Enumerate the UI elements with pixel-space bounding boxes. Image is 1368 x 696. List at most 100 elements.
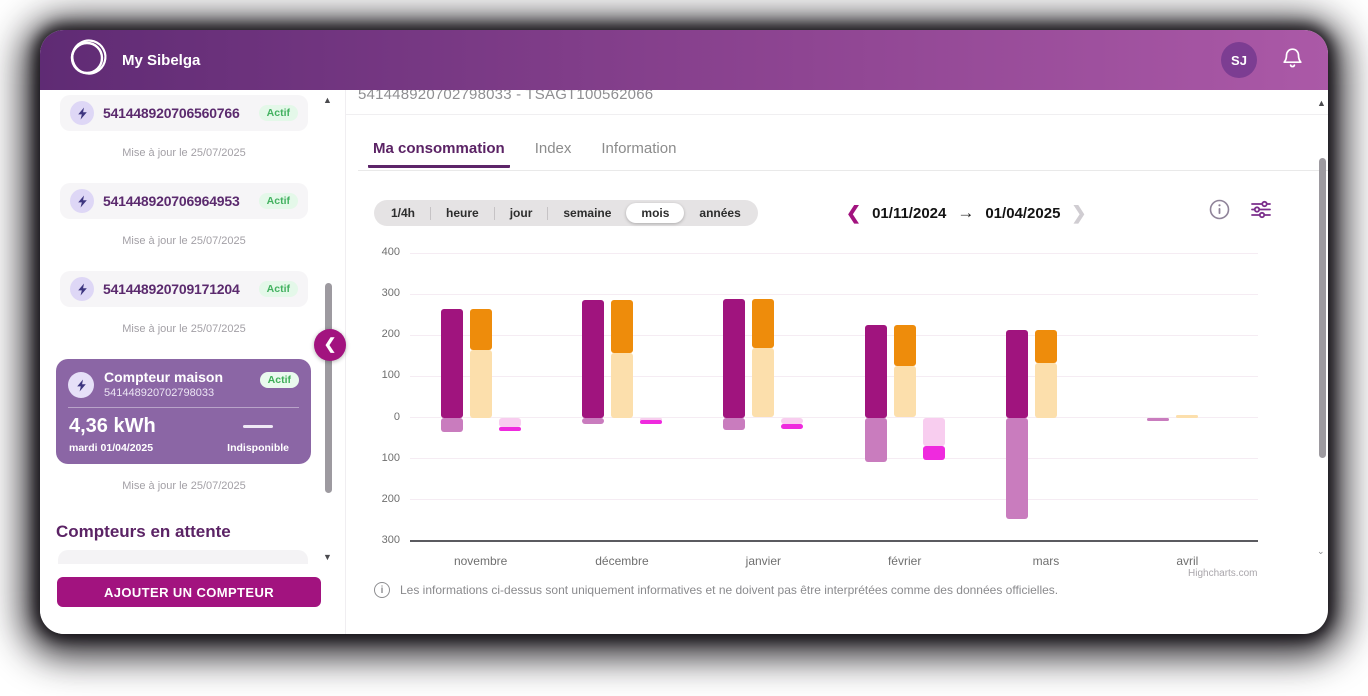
tab-information[interactable]: Information	[601, 140, 677, 157]
granularity-option-semaine[interactable]: semaine	[563, 206, 612, 220]
y-axis-label: 300	[381, 287, 400, 300]
meter-value: 4,36 kWh	[69, 415, 156, 437]
bar-segment-consommation-creme[interactable]	[1035, 362, 1057, 418]
title-divider	[346, 114, 1328, 115]
y-axis-label: 200	[381, 328, 400, 341]
bar-segment-injection-totale-mauve[interactable]	[1006, 417, 1028, 520]
sidebar-scrollbar[interactable]	[325, 283, 332, 493]
bar-segment-injection-totale-mauve[interactable]	[1147, 417, 1170, 421]
highcharts-credit[interactable]: Highcharts.com	[1188, 568, 1258, 579]
bar-segment-consommation-creme[interactable]	[469, 349, 492, 418]
pending-meters-title: Compteurs en attente	[56, 522, 231, 541]
bar-segment-injection-totale-mauve[interactable]	[864, 417, 887, 462]
bar-segment-consommation-creme[interactable]	[893, 366, 916, 418]
date-next-button[interactable]: ❯	[1071, 203, 1087, 223]
sidebar: 541448920706560766 Actif Mise à jour le 25…	[40, 90, 346, 634]
y-axis-label: 400	[381, 246, 400, 258]
content-scroll-up-icon[interactable]: ▲	[1317, 98, 1326, 108]
electricity-bolt-icon	[70, 277, 94, 301]
y-axis-label: 300	[381, 534, 400, 546]
electricity-bolt-icon	[70, 189, 94, 213]
chevron-left-icon: ❮	[323, 336, 337, 353]
meter-updated: Mise à jour le 25/07/2025	[122, 323, 246, 335]
chart-info-icon[interactable]	[1208, 199, 1230, 221]
x-axis-label: avril	[1176, 554, 1199, 568]
granularity-option-1-4h[interactable]: 1/4h	[391, 206, 416, 220]
bar-segment-injection-magenta-vif[interactable]	[640, 420, 662, 425]
notifications-bell-icon[interactable]	[1281, 46, 1304, 75]
bar-segment-injection-totale-mauve[interactable]	[582, 417, 604, 424]
bar-segment-consommation-creme[interactable]	[611, 353, 633, 418]
tab-bar: Ma consommation Index Information	[368, 140, 681, 168]
meter-card[interactable]: 541448920706560766 Actif	[60, 95, 308, 131]
bar-segment-consommation-totale-magenta[interactable]	[864, 324, 887, 418]
app-header: My Sibelga SJ	[40, 30, 1328, 90]
meter-card[interactable]: 541448920706964953 Actif	[60, 183, 308, 219]
bar-segment-injection-magenta-vif[interactable]	[498, 426, 521, 432]
pending-meter-card-collapsed[interactable]	[58, 550, 308, 564]
bar-segment-consommation-totale-magenta[interactable]	[440, 308, 463, 418]
secondary-label: Indisponible	[227, 442, 289, 454]
grid-line	[410, 417, 1258, 419]
meter-updated: Mise à jour le 25/07/2025	[122, 147, 246, 159]
granularity-option-mois[interactable]: mois	[626, 203, 685, 223]
status-badge: Actif	[258, 281, 298, 297]
meter-id: 541448920709171204	[103, 281, 240, 297]
date-from[interactable]: 01/11/2024	[872, 204, 947, 222]
consumption-chart: 400 300 200 100 0 100 200 300 novembre décembre ja…	[40, 30, 1328, 634]
bar-segment-consommation-orange[interactable]	[752, 299, 775, 348]
y-axis-label: 100	[381, 451, 400, 464]
grid-line	[410, 499, 1258, 501]
chart-filter-icon[interactable]	[1250, 199, 1272, 221]
bar-segment-consommation-totale-magenta[interactable]	[582, 300, 604, 418]
meter-card[interactable]: 541448920709171204 Actif	[60, 271, 308, 307]
bar-segment-injection-magenta-vif[interactable]	[922, 446, 945, 460]
user-avatar[interactable]: SJ	[1221, 42, 1257, 78]
bar-segment-injection-totale-mauve[interactable]	[440, 417, 463, 433]
electricity-bolt-icon	[70, 101, 94, 125]
bar-segment-injection-magenta-vif[interactable]	[781, 424, 804, 430]
bar-segment-consommation-creme[interactable]	[752, 347, 775, 418]
bar-segment-consommation-orange[interactable]	[1035, 329, 1057, 363]
granularity-option-jour[interactable]: jour	[509, 206, 533, 220]
add-meter-button[interactable]: AJOUTER UN COMPTEUR	[57, 577, 321, 607]
meter-updated: Mise à jour le 25/07/2025	[122, 480, 246, 492]
tab-index[interactable]: Index	[534, 140, 572, 157]
date-to[interactable]: 01/04/2025	[985, 204, 1061, 222]
y-axis-label: 0	[393, 410, 400, 423]
content-scrollbar[interactable]	[1319, 158, 1326, 458]
sidebar-collapse-button[interactable]: ❮	[314, 329, 346, 361]
bar-segment-injection-totale-mauve[interactable]	[723, 417, 746, 430]
bar-segment-injection-rose-pale[interactable]	[640, 417, 662, 421]
status-badge: Actif	[258, 193, 298, 209]
bar-segment-consommation-totale-magenta[interactable]	[723, 299, 746, 418]
content-scroll-down-icon[interactable]: ⌄	[1317, 546, 1325, 556]
date-prev-button[interactable]: ❮	[846, 203, 862, 223]
bar-segment-consommation-orange[interactable]	[893, 324, 916, 367]
granularity-switch: 1/4h heure jour semaine mois années	[374, 200, 758, 226]
bar-segment-consommation-totale-magenta[interactable]	[1006, 329, 1028, 418]
sidebar-scroll-down-icon[interactable]: ▼	[323, 552, 332, 562]
status-badge: Actif	[258, 105, 298, 121]
card-divider	[68, 407, 299, 408]
meter-id: 541448920706964953	[103, 193, 240, 209]
bar-segment-consommation-orange[interactable]	[611, 300, 633, 353]
bar-segment-injection-rose-pale[interactable]	[781, 417, 804, 425]
date-range-nav: ❮ 01/11/2024 → 01/04/2025 ❯	[846, 200, 1087, 226]
date-arrow-icon: →	[957, 203, 975, 222]
bar-segment-injection-rose-pale[interactable]	[498, 417, 521, 427]
segment-separator	[430, 206, 432, 220]
x-axis-line	[410, 540, 1258, 542]
selected-meter-card[interactable]: Compteur maison 541448920702798033 Actif 4,…	[56, 359, 311, 464]
app-window: My Sibelga SJ 541448920706560766 Actif Mis…	[40, 30, 1328, 634]
x-axis-label: mars	[1032, 554, 1060, 568]
bar-segment-consommation-orange[interactable]	[469, 308, 492, 350]
x-axis-label: février	[887, 554, 922, 568]
tab-ma-consommation[interactable]: Ma consommation	[368, 140, 510, 168]
granularity-option-années[interactable]: années	[699, 206, 741, 220]
bar-segment-consommation-creme[interactable]	[1176, 414, 1199, 418]
sidebar-scroll-up-icon[interactable]: ▲	[323, 95, 332, 105]
y-axis-label: 100	[381, 369, 400, 382]
bar-segment-injection-rose-pale[interactable]	[922, 417, 945, 447]
granularity-option-heure[interactable]: heure	[446, 206, 479, 220]
